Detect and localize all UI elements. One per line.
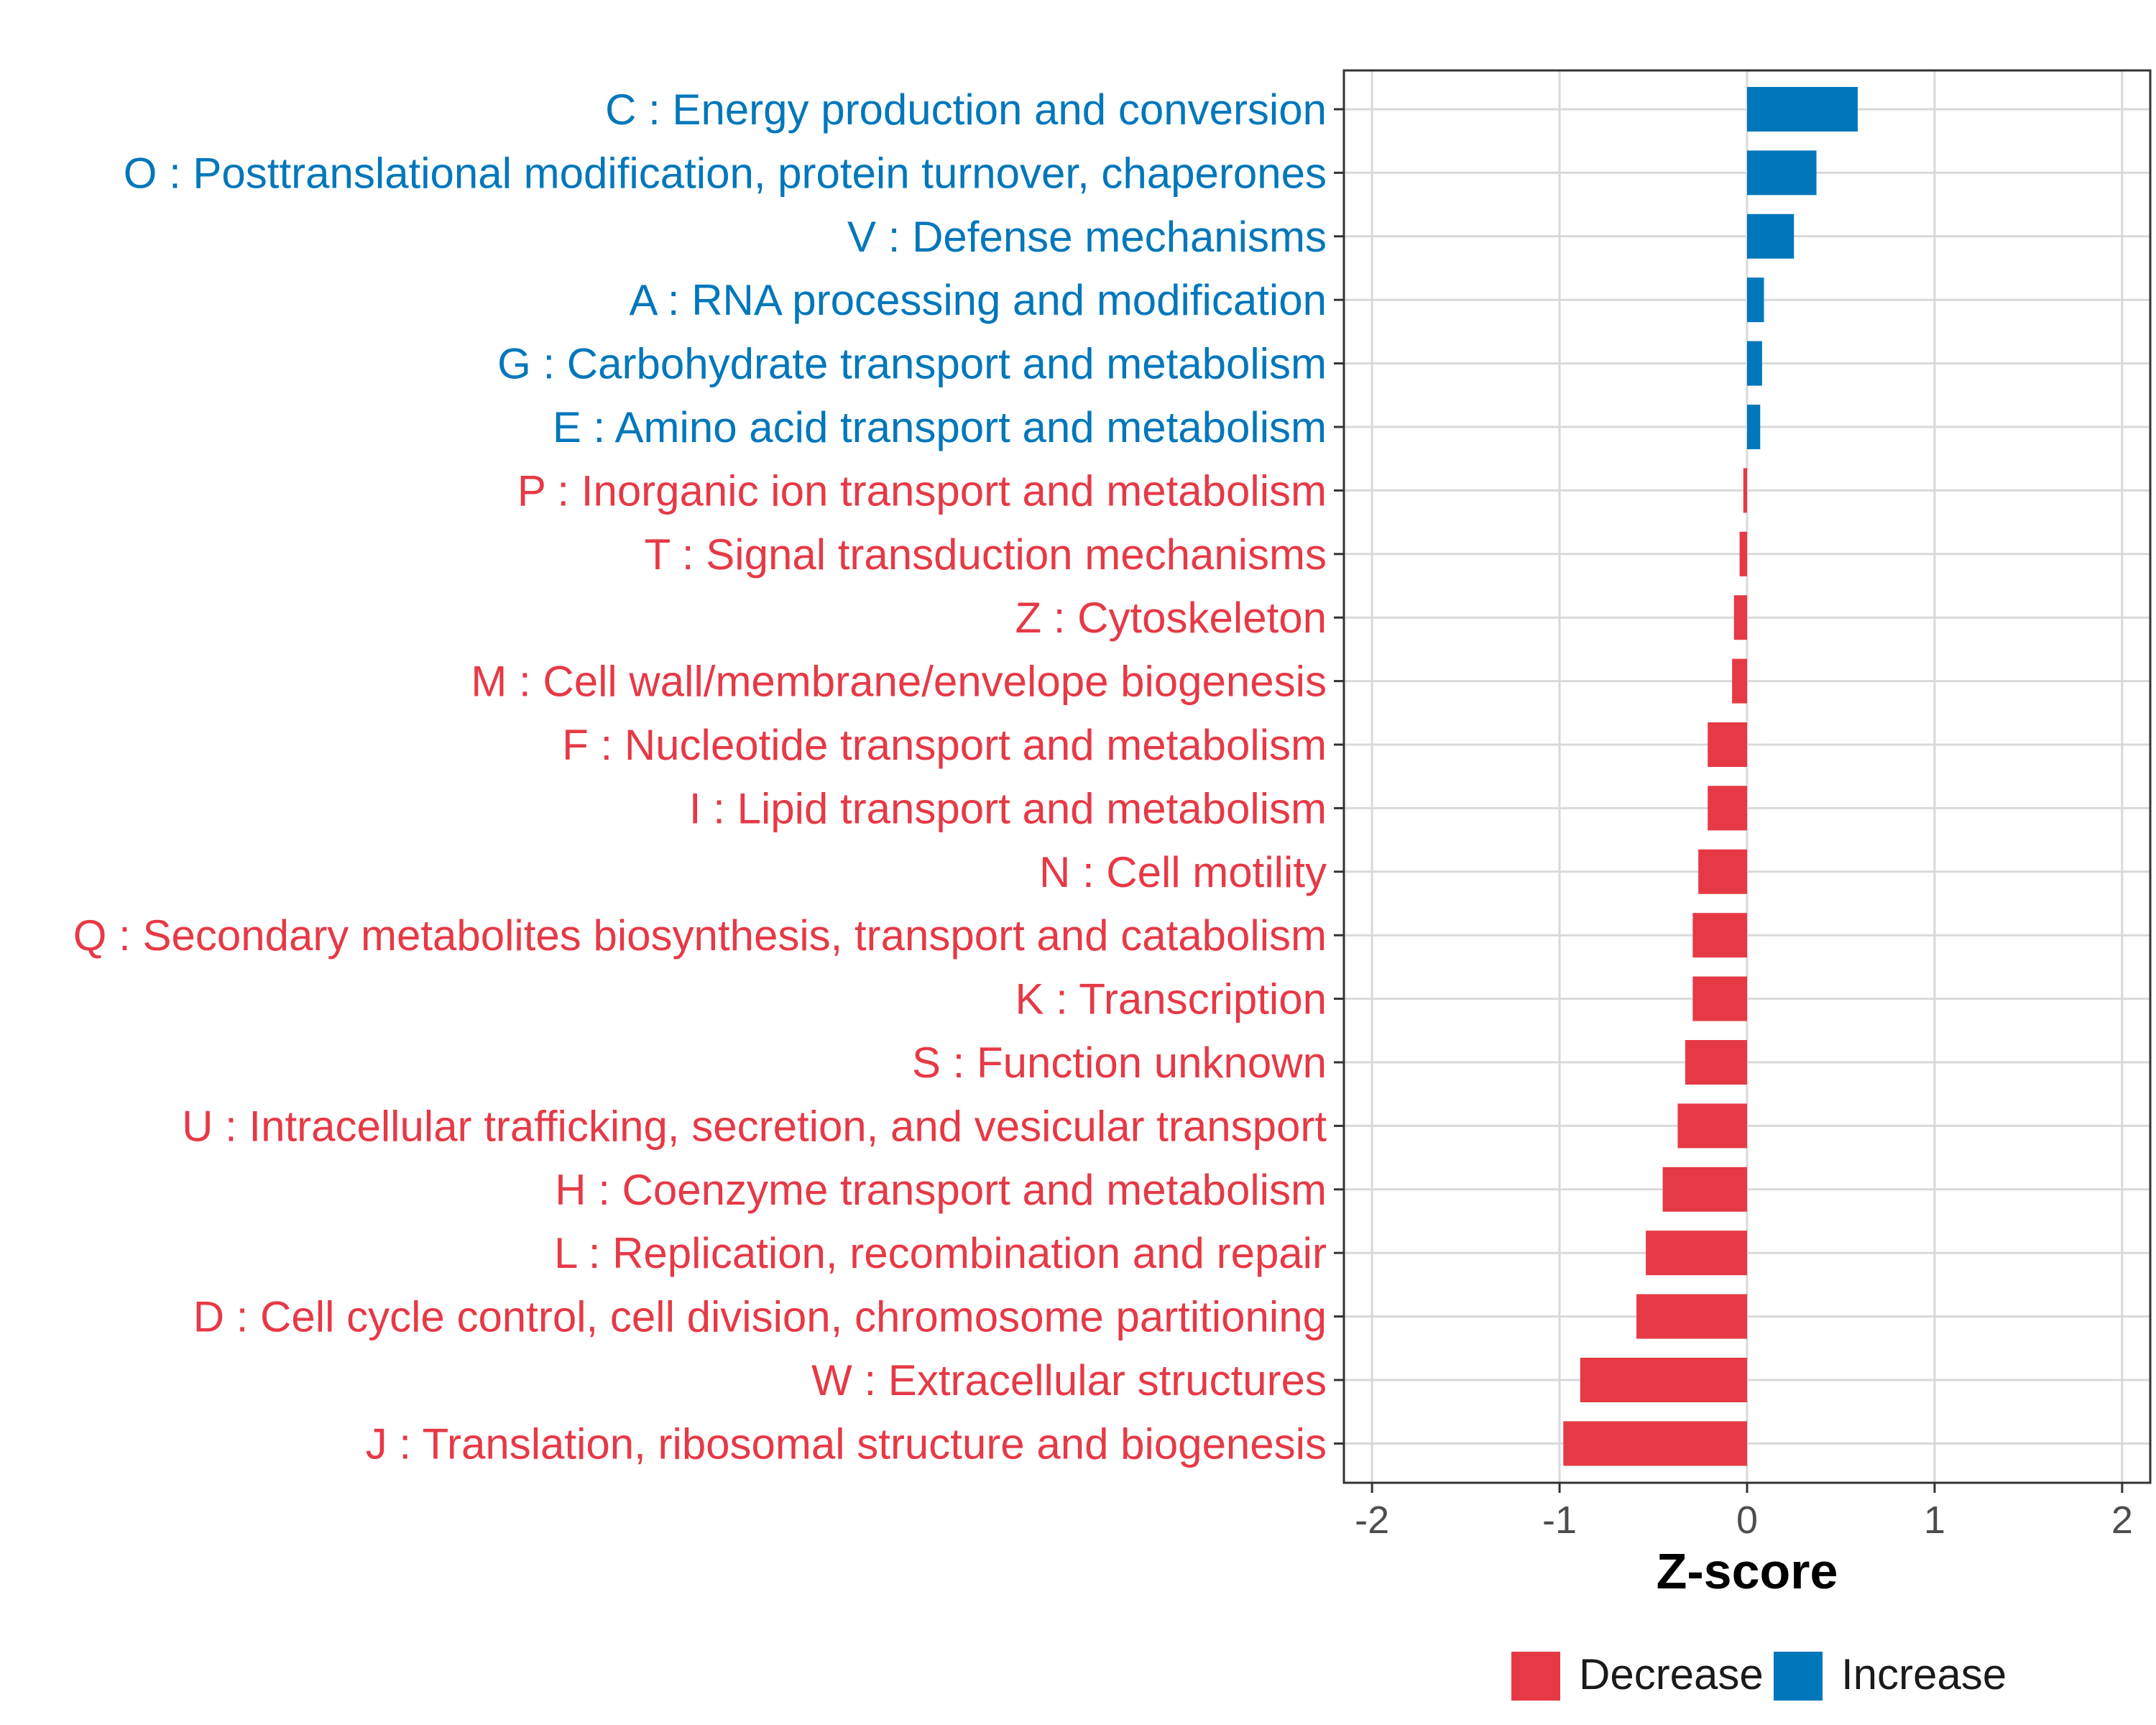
legend-label-increase: Increase — [1841, 1650, 2007, 1698]
legend-swatch-decrease — [1511, 1652, 1560, 1701]
bar-decrease — [1739, 531, 1747, 576]
bar-decrease — [1692, 976, 1747, 1021]
legend: Decrease Increase — [1511, 1650, 2007, 1701]
category-label: U : Intracellular trafficking, secretion… — [182, 1102, 1327, 1150]
category-label: V : Defense mechanisms — [847, 213, 1327, 261]
category-label: Z : Cytoskeleton — [1015, 594, 1327, 642]
bar-increase — [1747, 277, 1764, 323]
bar-decrease — [1636, 1294, 1747, 1339]
category-label: G : Carbohydrate transport and metabolis… — [497, 340, 1327, 388]
legend-label-decrease: Decrease — [1579, 1650, 1764, 1698]
category-label: M : Cell wall/membrane/envelope biogenes… — [471, 658, 1327, 706]
category-label: L : Replication, recombination and repai… — [554, 1229, 1327, 1277]
x-tick-label: 2 — [2111, 1499, 2133, 1542]
x-tick-label: 0 — [1736, 1499, 1758, 1542]
category-label: N : Cell motility — [1039, 848, 1327, 896]
category-label: D : Cell cycle control, cell division, c… — [193, 1293, 1327, 1341]
bar-increase — [1747, 341, 1762, 386]
bar-decrease — [1743, 468, 1747, 513]
category-label: S : Function unknown — [912, 1039, 1327, 1087]
bar-decrease — [1732, 658, 1747, 704]
x-tick-label: -2 — [1355, 1499, 1389, 1542]
y-ticks — [1334, 108, 1344, 1445]
category-label: T : Signal transduction mechanisms — [645, 530, 1327, 579]
bar-decrease — [1698, 849, 1747, 894]
bar-decrease — [1580, 1358, 1747, 1402]
bar-decrease — [1692, 913, 1747, 958]
x-tick-label: 1 — [1924, 1499, 1945, 1542]
category-label: P : Inorganic ion transport and metaboli… — [517, 466, 1327, 515]
bar-increase — [1747, 150, 1817, 196]
bars — [1563, 87, 1858, 1466]
x-tick-label: -1 — [1542, 1499, 1577, 1542]
category-label: Q : Secondary metabolites biosynthesis, … — [73, 911, 1327, 960]
bar-decrease — [1708, 786, 1747, 831]
category-label: W : Extracellular structures — [811, 1356, 1327, 1404]
bar-decrease — [1708, 722, 1747, 767]
bar-decrease — [1646, 1230, 1747, 1276]
bar-increase — [1747, 405, 1761, 449]
category-label: J : Translation, ribosomal structure and… — [366, 1420, 1327, 1468]
bar-decrease — [1563, 1421, 1747, 1466]
category-label: H : Coenzyme transport and metabolism — [555, 1166, 1327, 1214]
x-axis-title: Z-score — [1657, 1543, 1838, 1599]
category-label: C : Energy production and conversion — [605, 86, 1327, 134]
bar-increase — [1747, 87, 1858, 132]
category-label: I : Lipid transport and metabolism — [689, 784, 1327, 832]
category-label: K : Transcription — [1015, 975, 1327, 1024]
category-label: E : Amino acid transport and metabolism — [553, 403, 1327, 451]
category-label: A : RNA processing and modification — [629, 276, 1327, 324]
bar-increase — [1747, 213, 1795, 259]
bar-decrease — [1685, 1040, 1747, 1085]
bar-decrease — [1662, 1167, 1747, 1212]
category-label: O : Posttranslational modification, prot… — [124, 149, 1327, 197]
category-label: F : Nucleotide transport and metabolism — [562, 721, 1327, 769]
category-labels: C : Energy production and conversion O : … — [73, 86, 1327, 1468]
bar-decrease — [1733, 595, 1747, 640]
bar-decrease — [1677, 1103, 1747, 1149]
x-axis-ticks: -2 -1 0 1 2 — [1355, 1483, 2133, 1542]
legend-swatch-increase — [1774, 1652, 1823, 1701]
